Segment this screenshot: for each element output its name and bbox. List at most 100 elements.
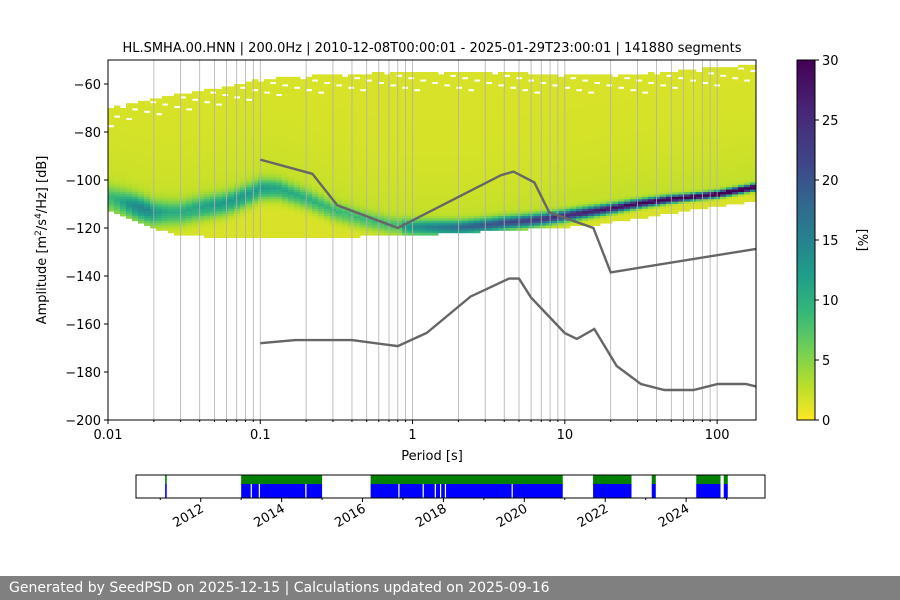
heatmap-cell bbox=[582, 98, 589, 102]
heatmap-cell bbox=[258, 206, 265, 210]
heatmap-cell bbox=[432, 175, 439, 178]
heatmap-cell bbox=[174, 129, 181, 133]
heatmap-cell bbox=[174, 100, 181, 104]
heatmap-cell bbox=[192, 103, 199, 106]
heatmap-cell bbox=[504, 187, 511, 190]
heatmap-cell bbox=[354, 223, 361, 226]
heatmap-cell bbox=[288, 141, 295, 145]
heatmap-cell bbox=[174, 228, 181, 231]
heatmap-cell bbox=[522, 182, 529, 186]
heatmap-cell bbox=[210, 127, 217, 130]
heatmap-cell bbox=[324, 127, 331, 130]
heatmap-cell bbox=[312, 122, 319, 126]
heatmap-cell bbox=[246, 84, 253, 87]
heatmap-cell bbox=[288, 160, 295, 164]
heatmap-cell bbox=[546, 134, 553, 138]
heatmap-cell bbox=[450, 175, 457, 178]
heatmap-cell bbox=[258, 230, 265, 234]
heatmap-cell bbox=[294, 105, 301, 109]
heatmap-cell bbox=[144, 208, 151, 212]
heatmap-cell bbox=[180, 223, 187, 226]
heatmap-cell bbox=[228, 132, 235, 135]
heatmap-cell bbox=[246, 189, 253, 193]
heatmap-cell bbox=[264, 139, 271, 142]
heatmap-cell bbox=[420, 153, 427, 157]
heatmap-cell bbox=[318, 199, 325, 202]
heatmap-cell bbox=[276, 103, 283, 106]
heatmap-cell bbox=[552, 206, 559, 210]
heatmap-cell bbox=[324, 228, 331, 231]
heatmap-cell bbox=[150, 208, 157, 212]
heatmap-cell bbox=[246, 153, 253, 157]
heatmap-cell bbox=[198, 120, 205, 123]
heatmap-cell bbox=[438, 201, 445, 205]
heatmap-cell bbox=[426, 110, 433, 114]
heatmap-cell bbox=[318, 213, 325, 217]
heatmap-cell bbox=[222, 177, 229, 181]
heatmap-cell bbox=[444, 223, 451, 226]
heatmap-cell bbox=[534, 112, 541, 116]
heatmap-cell bbox=[354, 228, 361, 231]
heatmap-cell bbox=[324, 117, 331, 121]
heatmap-cell bbox=[408, 196, 415, 200]
heatmap-cell bbox=[396, 211, 403, 214]
heatmap-cell bbox=[480, 72, 487, 75]
heatmap-cell bbox=[222, 199, 229, 202]
heatmap-cell bbox=[180, 122, 187, 126]
heatmap-cell bbox=[426, 165, 433, 169]
heatmap-cell bbox=[540, 170, 547, 174]
heatmap-cell bbox=[438, 117, 445, 121]
heatmap-cell bbox=[462, 180, 469, 183]
heatmap-cell bbox=[180, 144, 187, 147]
heatmap-cell bbox=[420, 139, 427, 142]
heatmap-cell bbox=[228, 115, 235, 118]
heatmap-cell bbox=[510, 184, 517, 188]
heatmap-cell bbox=[138, 218, 145, 222]
heatmap-cell bbox=[222, 120, 229, 123]
heatmap-cell bbox=[306, 177, 313, 181]
heatmap-cell bbox=[276, 88, 283, 92]
heatmap-cell bbox=[360, 196, 367, 200]
heatmap-cell bbox=[378, 208, 385, 212]
heatmap-cell bbox=[348, 184, 355, 188]
heatmap-cell bbox=[318, 194, 325, 198]
heatmap-cell bbox=[474, 172, 481, 176]
heatmap-cell bbox=[582, 74, 589, 78]
heatmap-cell bbox=[504, 134, 511, 138]
heatmap-cell bbox=[264, 192, 271, 195]
heatmap-cell bbox=[204, 216, 211, 219]
heatmap-cell bbox=[582, 127, 589, 130]
heatmap-cell bbox=[294, 170, 301, 174]
heatmap-cell bbox=[492, 98, 499, 102]
heatmap-cell bbox=[294, 228, 301, 231]
heatmap-cell bbox=[474, 141, 481, 145]
heatmap-cell bbox=[486, 165, 493, 169]
heatmap-cell bbox=[306, 120, 313, 123]
heatmap-cell bbox=[192, 225, 199, 229]
heatmap-cell bbox=[132, 182, 139, 186]
heatmap-cell bbox=[252, 127, 259, 130]
heatmap-cell bbox=[378, 232, 385, 236]
heatmap-cell bbox=[222, 201, 229, 205]
heatmap-cell bbox=[282, 216, 289, 219]
heatmap-cell bbox=[198, 232, 205, 236]
heatmap-cell bbox=[366, 189, 373, 193]
heatmap-cell bbox=[288, 100, 295, 104]
heatmap-cell bbox=[174, 112, 181, 116]
heatmap-cell bbox=[432, 112, 439, 116]
heatmap-cell bbox=[582, 168, 589, 171]
heatmap-cell bbox=[342, 84, 349, 87]
heatmap-cell bbox=[276, 228, 283, 231]
heatmap-cell bbox=[450, 196, 457, 200]
heatmap-cell bbox=[342, 122, 349, 126]
heatmap-cell bbox=[150, 192, 157, 195]
heatmap-cell bbox=[372, 93, 379, 97]
heatmap-cell bbox=[150, 158, 157, 162]
heatmap-cell bbox=[456, 175, 463, 178]
heatmap-cell bbox=[426, 124, 433, 128]
heatmap-cell bbox=[456, 170, 463, 174]
heatmap-cell bbox=[276, 86, 283, 90]
heatmap-cell bbox=[162, 223, 169, 226]
heatmap-cell bbox=[498, 204, 505, 207]
heatmap-cell bbox=[288, 218, 295, 222]
